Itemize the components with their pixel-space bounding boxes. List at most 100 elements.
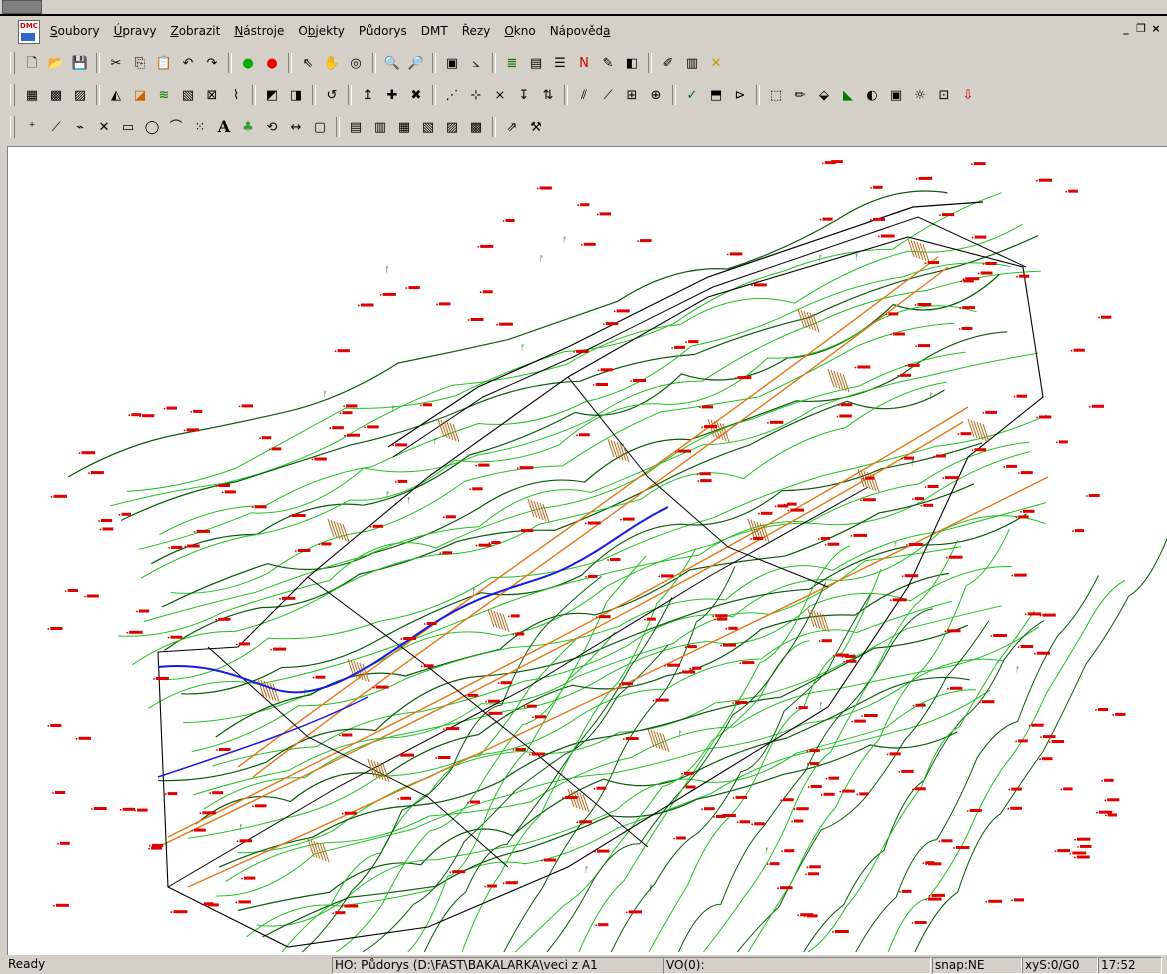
filter-icon[interactable]: ⊳ — [734, 87, 746, 103]
menu-item-9[interactable]: Nápověda — [549, 24, 611, 38]
image-icon[interactable]: ▣ — [889, 87, 903, 103]
point-add-icon[interactable]: ✚ — [386, 87, 398, 103]
select-arrow-icon[interactable]: ⇖ — [302, 55, 314, 71]
delete-icon[interactable]: ✕ — [710, 55, 722, 71]
drawing-canvas[interactable]: ᚠ ᚠ ᚠ ᚠ ᚠ ᚠ ᚠ ᚠ ᚠ ᚠ ᚠ ᚠ ᚠ ᚠ ᚠ ᚠ ᚠ ᚠ ᚠ ᚠ ᚠ ᚠ ᚠ ᚠ ᚠ ᚠ — [7, 146, 1167, 955]
red-dot-icon[interactable]: ● — [266, 55, 278, 71]
point-up-icon[interactable]: ↥ — [362, 87, 374, 103]
undo-icon[interactable]: ↶ — [182, 55, 194, 71]
menu-item-3[interactable]: Nástroje — [234, 24, 285, 38]
text-a-icon[interactable]: A — [217, 117, 231, 136]
list-icon[interactable]: ☰ — [554, 55, 566, 71]
layer-b-icon[interactable]: ◨ — [289, 87, 303, 103]
menu-item-5[interactable]: Půdorys — [358, 24, 407, 38]
section-icon[interactable]: ⊠ — [206, 87, 218, 103]
new-file-icon[interactable]: 🗋 — [26, 55, 38, 71]
point-number-icon[interactable]: ⁺ — [28, 119, 36, 135]
layer6-icon[interactable]: ▩ — [469, 119, 483, 135]
shade-icon[interactable]: ◐ — [866, 87, 878, 103]
window-icon[interactable]: ▣ — [445, 55, 459, 71]
restore-icon[interactable]: ❐ — [1136, 22, 1146, 35]
hatch-icon[interactable]: ▧ — [181, 87, 195, 103]
close-icon[interactable]: × — [1151, 22, 1161, 35]
line-down-icon[interactable]: ↧ — [518, 87, 530, 103]
toolbar-grip[interactable] — [10, 52, 15, 74]
toolbar-grip[interactable] — [10, 116, 15, 138]
line-tool-icon[interactable]: ⟋ — [51, 119, 61, 135]
arc-icon[interactable]: ⌒ — [169, 119, 183, 135]
menu-item-7[interactable]: Řezy — [461, 24, 491, 38]
save-icon[interactable]: 💾 — [71, 55, 89, 71]
volume-icon[interactable]: ⬙ — [819, 87, 829, 103]
rectangle-icon[interactable]: ▭ — [121, 119, 135, 135]
terrain-icon[interactable]: ◣ — [843, 87, 853, 103]
pudorys-icon[interactable]: ▦ — [25, 87, 39, 103]
line-split-icon[interactable]: ⇅ — [542, 87, 554, 103]
gradient-icon[interactable]: ◪ — [133, 87, 147, 103]
draw-icon[interactable]: ✐ — [662, 55, 674, 71]
layer1-icon[interactable]: ▤ — [349, 119, 363, 135]
cut-icon[interactable]: ✂ — [110, 55, 122, 71]
rotate-icon[interactable]: ⟲ — [266, 119, 278, 135]
bucket-icon[interactable]: ⬒ — [709, 87, 723, 103]
break-line-icon[interactable]: ⫽ — [581, 87, 587, 103]
zoom-window-icon[interactable]: ◎ — [350, 55, 362, 71]
layer-a-icon[interactable]: ◩ — [265, 87, 279, 103]
menu-item-4[interactable]: Objekty — [298, 24, 345, 38]
zoom-out-icon[interactable]: 🔎 — [407, 55, 425, 71]
contour-icon[interactable]: ≋ — [158, 87, 170, 103]
table-icon[interactable]: ▤ — [529, 55, 543, 71]
layer2-icon[interactable]: ▥ — [373, 119, 387, 135]
pan-hand-icon[interactable]: ✋ — [323, 55, 341, 71]
open-folder-icon[interactable]: 📂 — [47, 55, 65, 71]
build-icon[interactable]: ⚒ — [530, 119, 542, 135]
line-x-icon[interactable]: ⨯ — [494, 87, 506, 103]
menu-item-2[interactable]: Zobrazit — [170, 24, 221, 38]
point-x-icon[interactable]: ✖ — [410, 87, 422, 103]
line-add-icon[interactable]: ⊹ — [470, 87, 482, 103]
copy-icon[interactable]: ⎘ — [134, 55, 146, 71]
circle-icon[interactable]: ◯ — [144, 119, 160, 135]
light-icon[interactable]: ☼ — [914, 87, 926, 103]
layer4-icon[interactable]: ▧ — [421, 119, 435, 135]
export-icon[interactable]: ◧ — [625, 55, 639, 71]
brush-icon[interactable]: ✏ — [794, 87, 806, 103]
menu-item-6[interactable]: DMT — [420, 24, 448, 38]
dmt-icon[interactable]: ▩ — [49, 87, 63, 103]
frame-icon[interactable]: ▢ — [313, 119, 327, 135]
toolbar-grip[interactable] — [10, 84, 15, 106]
edge-icon[interactable]: ⟋ — [603, 87, 613, 103]
import-icon[interactable]: ⇩ — [962, 87, 974, 103]
book-icon[interactable]: ▥ — [685, 55, 699, 71]
grid-select-icon[interactable]: ⁙ — [194, 119, 206, 135]
app-document-icon[interactable]: DMC — [18, 20, 40, 44]
map-icon[interactable]: ⊡ — [938, 87, 950, 103]
paste-icon[interactable]: 📋 — [155, 55, 173, 71]
cross-icon[interactable]: ✕ — [98, 119, 110, 135]
menu-item-1[interactable]: Úpravy — [113, 24, 157, 38]
measure-icon[interactable]: ⦣ — [472, 55, 480, 71]
survey-map[interactable]: ᚠ ᚠ ᚠ ᚠ ᚠ ᚠ ᚠ ᚠ ᚠ ᚠ ᚠ ᚠ ᚠ ᚠ ᚠ ᚠ ᚠ ᚠ ᚠ ᚠ ᚠ ᚠ ᚠ ᚠ ᚠ ᚠ — [8, 147, 1167, 955]
dxf-icon[interactable]: ⬚ — [769, 87, 783, 103]
folder-export-icon[interactable]: ⇗ — [506, 119, 518, 135]
grid-icon[interactable]: ⊞ — [626, 87, 638, 103]
ok-icon[interactable]: ✓ — [686, 87, 698, 103]
zoom-in-icon[interactable]: 🔍 — [383, 55, 401, 71]
polyline-icon[interactable]: ⌁ — [76, 119, 84, 135]
line-point-icon[interactable]: ⋰ — [445, 87, 459, 103]
layer3-icon[interactable]: ▦ — [397, 119, 411, 135]
triangle-icon[interactable]: ◭ — [111, 87, 121, 103]
redo-icon[interactable]: ↷ — [206, 55, 218, 71]
dmt2-icon[interactable]: ▨ — [73, 87, 87, 103]
menu-item-0[interactable]: Soubory — [50, 24, 100, 38]
tree-icon[interactable]: ♣ — [242, 119, 254, 135]
undo-dmt-icon[interactable]: ↺ — [326, 87, 338, 103]
green-dot-icon[interactable]: ● — [242, 55, 254, 71]
profile-icon[interactable]: ⌇ — [232, 87, 240, 103]
north-arrow-icon[interactable]: N — [579, 55, 589, 71]
dimension-icon[interactable]: ↔ — [290, 119, 302, 135]
merge-icon[interactable]: ⊕ — [650, 87, 662, 103]
minimize-icon[interactable]: _ — [1123, 22, 1129, 35]
menu-item-8[interactable]: Okno — [504, 24, 536, 38]
layers-icon[interactable]: ≣ — [506, 55, 518, 71]
